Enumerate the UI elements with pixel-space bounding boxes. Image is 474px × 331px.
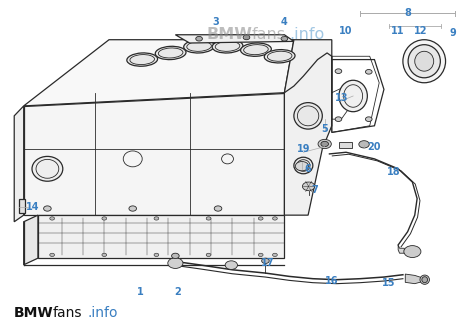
Bar (339, 142, 352, 148)
Circle shape (44, 206, 51, 211)
Ellipse shape (420, 275, 429, 284)
Circle shape (321, 141, 328, 147)
Circle shape (225, 261, 237, 269)
Text: 6: 6 (305, 164, 311, 174)
Circle shape (102, 217, 107, 220)
Ellipse shape (184, 40, 214, 53)
Text: 9: 9 (449, 28, 456, 38)
Polygon shape (24, 215, 38, 265)
Ellipse shape (415, 51, 434, 71)
Polygon shape (175, 35, 294, 43)
Text: 17: 17 (261, 258, 274, 268)
Circle shape (262, 258, 269, 263)
Text: fans: fans (251, 27, 285, 42)
Circle shape (258, 253, 263, 257)
Text: 18: 18 (387, 167, 400, 177)
Text: 5: 5 (321, 124, 328, 134)
Text: 16: 16 (325, 276, 338, 286)
Circle shape (365, 117, 372, 121)
Circle shape (172, 253, 179, 259)
Circle shape (243, 35, 250, 40)
Text: fans: fans (52, 306, 82, 320)
Text: 1: 1 (137, 287, 143, 297)
Polygon shape (24, 93, 284, 215)
Polygon shape (284, 40, 332, 215)
Circle shape (273, 253, 277, 257)
Ellipse shape (339, 80, 367, 112)
Circle shape (273, 217, 277, 220)
Circle shape (206, 217, 211, 220)
Polygon shape (24, 40, 294, 106)
Circle shape (129, 206, 137, 211)
Ellipse shape (408, 45, 440, 78)
Text: 13: 13 (335, 93, 348, 103)
Circle shape (196, 36, 202, 41)
Text: 15: 15 (382, 278, 395, 288)
Ellipse shape (294, 157, 313, 174)
Circle shape (214, 206, 222, 211)
Circle shape (302, 182, 315, 191)
Circle shape (335, 69, 342, 73)
Text: .info: .info (289, 27, 324, 42)
Circle shape (258, 217, 263, 220)
Text: 11: 11 (392, 26, 405, 36)
Text: 10: 10 (339, 26, 353, 36)
Ellipse shape (403, 40, 446, 83)
Circle shape (154, 217, 159, 220)
Ellipse shape (32, 157, 63, 181)
Circle shape (404, 246, 421, 258)
Text: 2: 2 (174, 287, 181, 297)
Circle shape (281, 36, 288, 41)
Ellipse shape (422, 277, 428, 283)
Text: .info: .info (88, 306, 118, 320)
Text: 12: 12 (414, 26, 427, 36)
Text: 20: 20 (368, 142, 381, 152)
Text: 7: 7 (312, 185, 319, 195)
Circle shape (50, 217, 55, 220)
Ellipse shape (212, 40, 243, 53)
Ellipse shape (264, 50, 295, 63)
Circle shape (365, 70, 372, 74)
Text: 8: 8 (404, 8, 411, 18)
Polygon shape (398, 245, 404, 253)
Text: BMW: BMW (14, 306, 54, 320)
Circle shape (295, 162, 309, 171)
Text: BMW: BMW (206, 27, 252, 42)
Polygon shape (14, 106, 24, 222)
Ellipse shape (127, 53, 157, 66)
Circle shape (50, 253, 55, 257)
Text: 3: 3 (212, 17, 219, 26)
Text: 14: 14 (27, 202, 40, 212)
Circle shape (206, 253, 211, 257)
Circle shape (359, 141, 369, 148)
Bar (19, 199, 25, 213)
Circle shape (168, 258, 183, 268)
Text: 4: 4 (281, 17, 288, 26)
Circle shape (154, 253, 159, 257)
Circle shape (335, 117, 342, 121)
Polygon shape (38, 215, 284, 258)
Text: 19: 19 (297, 144, 310, 154)
Circle shape (102, 253, 107, 257)
Circle shape (318, 139, 331, 149)
Polygon shape (405, 274, 421, 284)
Ellipse shape (241, 43, 271, 56)
Ellipse shape (155, 46, 186, 60)
Ellipse shape (294, 103, 322, 129)
